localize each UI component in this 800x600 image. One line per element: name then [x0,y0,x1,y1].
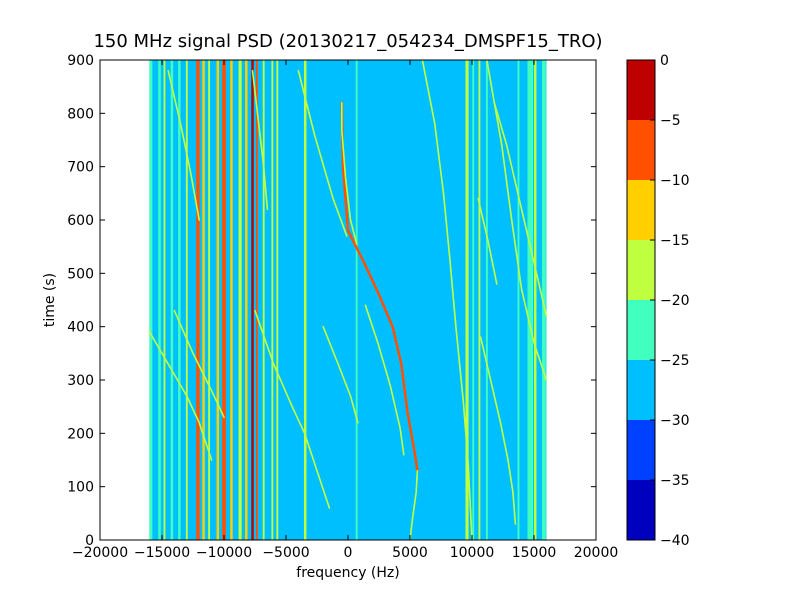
colorbar-tick-label: −5 [660,113,681,129]
signal-trace [341,101,358,245]
colorbar-tick-label: −20 [660,293,690,309]
vertical-band [271,60,274,540]
vertical-band [163,60,166,540]
vertical-band [216,60,220,540]
x-tick-label: 20000 [574,545,619,561]
y-tick-label: 0 [85,533,94,549]
vertical-band [262,60,265,540]
vertical-band [222,60,226,540]
vertical-band [196,60,200,540]
colorbar-segment [627,240,655,300]
x-tick-label: 10000 [450,545,495,561]
plot-area [100,60,596,540]
vertical-band [276,60,279,540]
signal-trace [409,469,419,540]
signal-trace [479,336,517,525]
signal-trace [297,69,348,237]
vertical-band [149,60,153,540]
y-tick-label: 200 [67,426,94,442]
colorbar-segment [627,180,655,240]
vertical-band [245,60,248,540]
vertical-band [542,60,546,540]
vertical-band [527,60,534,540]
x-axis: −20000 −15000 −10000 −5000 0 5000 10000 15000 20… [72,60,618,561]
x-tick-label: 15000 [512,545,557,561]
heatmap-layer [148,60,548,540]
vertical-band [230,60,233,540]
colorbar: −40 −35 −30 −25 −20 −15 −10 −5 0 [626,53,690,549]
vertical-band [534,60,537,540]
colorbar-segment [627,120,655,180]
colorbar-segment [627,420,655,480]
vertical-band [255,60,258,540]
y-tick-label: 900 [67,53,94,69]
vertical-band [185,60,188,540]
vertical-band [485,60,488,540]
signal-trace [421,60,473,540]
signal-trace [364,304,405,456]
colorbar-segment [627,300,655,360]
signal-trace [322,325,359,424]
y-tick-label: 400 [67,320,94,336]
vertical-band [238,60,242,540]
colorbar-tick-label: −30 [660,413,690,429]
y-tick-label: 300 [67,373,94,389]
vertical-band [303,60,307,540]
x-tick-label: −20000 [72,545,128,561]
colorbar-tick-label: −35 [660,473,690,489]
signal-trace [493,101,548,317]
x-tick-label: −10000 [196,545,252,561]
y-tick-label: 700 [67,160,94,176]
x-axis-label: frequency (Hz) [296,565,399,581]
vertical-band [178,60,181,540]
vertical-band [465,60,469,540]
x-tick-label: 0 [344,545,353,561]
colorbar-tick-label: 0 [660,53,669,69]
signal-trace [148,331,213,461]
colorbar-tick-label: −15 [660,233,690,249]
y-tick-label: 600 [67,213,94,229]
vertical-band [478,60,481,540]
x-tick-label: −15000 [134,545,190,561]
chart-title: 150 MHz signal PSD (20130217_054234_DMSP… [93,31,602,52]
y-axis: 0 100 200 300 400 500 600 700 800 900 [67,53,596,549]
vertical-band [251,60,254,540]
signal-trace [251,69,269,211]
signal-trace [173,309,225,419]
x-tick-label: −5000 [262,545,309,561]
vertical-band [208,60,211,540]
colorbar-tick-label: −25 [660,353,690,369]
colorbar-segment [627,480,655,540]
vertical-band [170,60,174,540]
signal-trace [254,309,331,509]
y-axis-label: time (s) [42,273,58,327]
y-tick-label: 100 [67,480,94,496]
y-tick-label: 500 [67,266,94,282]
vertical-band [158,60,161,540]
colorbar-segment [627,60,655,120]
colorbar-tick-label: −40 [660,533,690,549]
x-tick-label: 5000 [392,545,428,561]
signal-trace [477,197,498,285]
colorbar-tick-label: −10 [660,173,690,189]
vertical-band [202,60,205,540]
y-tick-label: 800 [67,106,94,122]
signal-trace [167,69,200,221]
vertical-band [472,60,475,540]
vertical-band [517,60,520,540]
colorbar-segment [627,360,655,420]
vertical-band [355,60,358,540]
signal-trace [340,101,419,472]
